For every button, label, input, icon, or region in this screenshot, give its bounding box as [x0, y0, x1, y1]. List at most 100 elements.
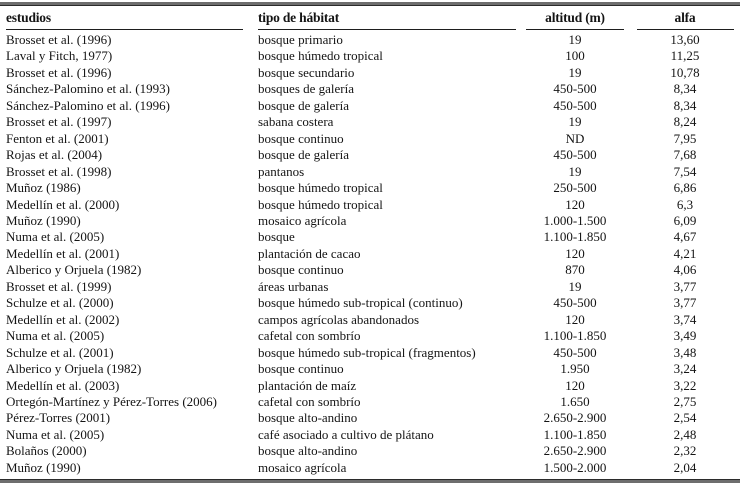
table-row: Ortegón-Martínez y Pérez-Torres (2006) c… [0, 394, 740, 410]
altitude-cell: 1.100-1.850 [543, 426, 607, 442]
study-cell: Pérez-Torres (2001) [6, 410, 111, 426]
habitat-cell: mosaico agrícola [258, 459, 347, 475]
habitat-cell: bosque primario [258, 32, 343, 47]
altitude-cell: 2.650-2.900 [543, 443, 607, 459]
study-cell: Schulze et al. (2001) [6, 344, 114, 360]
altitude-cell: 19 [568, 64, 582, 80]
alpha-cell: 8,34 [673, 81, 697, 97]
table-row: Medellín et al. (2001) plantación de cac… [0, 246, 740, 262]
study-cell: Brosset et al. (1998) [6, 163, 112, 179]
results-table: estudios tipo de hábitat altitud (m) alf… [0, 2, 740, 484]
column-header-tipo-de-habitat: tipo de hábitat [252, 10, 520, 30]
alpha-cell: 4,21 [673, 245, 697, 261]
study-cell: Rojas et al. (2004) [6, 147, 103, 163]
habitat-cell: cafetal con sombrío [258, 328, 361, 344]
habitat-cell: sabana costera [258, 114, 334, 130]
table-row: Laval y Fitch, 1977) bosque húmedo tropi… [0, 48, 740, 64]
altitude-cell: 100 [565, 48, 585, 64]
alpha-cell: 7,54 [673, 163, 697, 179]
study-cell: Brosset et al. (1996) [6, 32, 112, 47]
alpha-cell: 7,95 [673, 130, 697, 146]
alpha-cell: 3,74 [673, 311, 697, 327]
study-cell: Schulze et al. (2000) [6, 295, 114, 311]
altitude-cell: 19 [568, 163, 582, 179]
table-row: Sánchez-Palomino et al. (1993) bosques d… [0, 81, 740, 97]
alpha-cell: 10,78 [670, 64, 700, 80]
table-row: Alberico y Orjuela (1982) bosque continu… [0, 262, 740, 278]
header-underline [6, 29, 243, 30]
alpha-cell: 3,48 [673, 344, 697, 360]
header-underline [526, 29, 624, 30]
study-cell: Medellín et al. (2002) [6, 311, 120, 327]
habitat-cell: café asociado a cultivo de plátano [258, 426, 434, 442]
study-cell: Ortegón-Martínez y Pérez-Torres (2006) [6, 393, 217, 409]
habitat-cell: bosque continuo [258, 361, 344, 377]
study-cell: Fenton et al. (2001) [6, 130, 109, 146]
habitat-cell: bosque continuo [258, 262, 344, 278]
habitat-cell: bosque húmedo sub-tropical (fragmentos) [258, 344, 476, 360]
study-cell: Laval y Fitch, 1977) [6, 48, 113, 64]
header-underline [258, 29, 516, 30]
altitude-cell: ND [565, 130, 585, 146]
alpha-cell: 6,09 [673, 212, 697, 228]
alpha-cell: 13,60 [670, 32, 700, 47]
habitat-cell: bosque alto-andino [258, 410, 358, 426]
study-cell: Numa et al. (2005) [6, 426, 105, 442]
table-row: Medellín et al. (2000) bosque húmedo tro… [0, 197, 740, 213]
column-header-label: tipo de hábitat [258, 10, 340, 25]
habitat-cell: campos agrícolas abandonados [258, 311, 420, 327]
study-cell: Numa et al. (2005) [6, 328, 105, 344]
altitude-cell: 19 [568, 114, 582, 130]
study-cell: Brosset et al. (1997) [6, 114, 112, 130]
table-row: Brosset et al. (1999) áreas urbanas 19 3… [0, 279, 740, 295]
altitude-cell: 450-500 [553, 97, 597, 113]
table-row: Brosset et al. (1998) pantanos 19 7,54 [0, 164, 740, 180]
table-row: Numa et al. (2005) bosque 1.100-1.850 4,… [0, 229, 740, 245]
table-bottom-rule [0, 479, 740, 484]
table-row: Schulze et al. (2000) bosque húmedo sub-… [0, 295, 740, 311]
habitat-cell: mosaico agrícola [258, 212, 347, 228]
altitude-cell: 120 [565, 245, 585, 261]
study-cell: Alberico y Orjuela (1982) [6, 361, 142, 377]
table-row: Muñoz (1990) mosaico agrícola 1.000-1.50… [0, 213, 740, 229]
alpha-cell: 6,3 [676, 196, 694, 212]
habitat-cell: cafetal con sombrío [258, 393, 361, 409]
study-cell: Medellín et al. (2000) [6, 196, 120, 212]
alpha-cell: 2,75 [673, 393, 697, 409]
alpha-cell: 3,77 [673, 278, 697, 294]
table-row: Rojas et al. (2004) bosque de galería 45… [0, 147, 740, 163]
altitude-cell: 120 [565, 196, 585, 212]
altitude-cell: 870 [565, 262, 585, 278]
altitude-cell: 450-500 [553, 147, 597, 163]
alpha-cell: 3,77 [673, 295, 697, 311]
habitat-cell: bosque de galería [258, 97, 349, 113]
alpha-cell: 8,34 [673, 97, 697, 113]
habitat-cell: áreas urbanas [258, 278, 329, 294]
alpha-cell: 4,06 [673, 262, 697, 278]
table-top-rule [0, 2, 740, 6]
study-cell: Muñoz (1990) [6, 459, 81, 475]
altitude-cell: 250-500 [553, 180, 597, 196]
habitat-cell: bosques de galería [258, 81, 355, 97]
table-row: Medellín et al. (2003) plantación de maí… [0, 378, 740, 394]
habitat-cell: bosque secundario [258, 64, 355, 80]
habitat-cell: bosque alto-andino [258, 443, 358, 459]
study-cell: Brosset et al. (1996) [6, 64, 112, 80]
habitat-cell: bosque húmedo sub-tropical (continuo) [258, 295, 463, 311]
habitat-cell: plantación de maíz [258, 377, 357, 393]
study-cell: Medellín et al. (2003) [6, 377, 120, 393]
table-row: Numa et al. (2005) café asociado a culti… [0, 427, 740, 443]
study-cell: Sánchez-Palomino et al. (1996) [6, 97, 170, 113]
altitude-cell: 1.100-1.850 [543, 229, 607, 245]
study-cell: Muñoz (1986) [6, 180, 81, 196]
altitude-cell: 1.000-1.500 [543, 212, 607, 228]
alpha-cell: 2,48 [673, 426, 697, 442]
study-cell: Alberico y Orjuela (1982) [6, 262, 142, 278]
habitat-cell: bosque húmedo tropical [258, 48, 383, 64]
column-header-altitud: altitud (m) [520, 10, 630, 30]
alpha-cell: 2,04 [673, 459, 697, 475]
habitat-cell: bosque continuo [258, 130, 344, 146]
altitude-cell: 450-500 [553, 295, 597, 311]
habitat-cell: bosque húmedo tropical [258, 196, 383, 212]
table-row: Muñoz (1986) bosque húmedo tropical 250-… [0, 180, 740, 196]
